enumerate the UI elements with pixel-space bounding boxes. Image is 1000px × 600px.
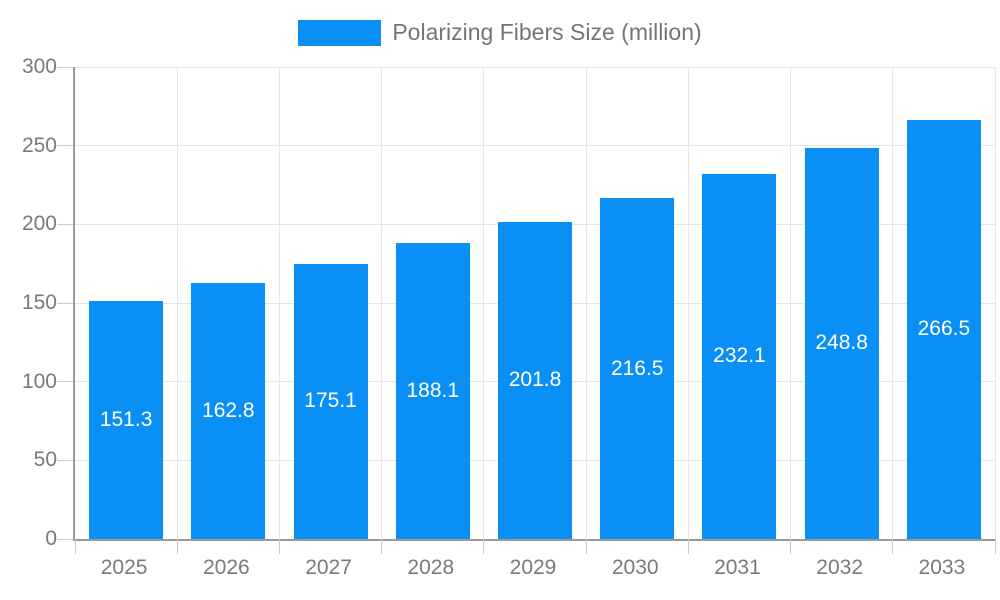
legend-label: Polarizing Fibers Size (million)	[392, 19, 702, 45]
gridline-horizontal	[75, 145, 995, 147]
y-axis-tick-label: 0	[45, 527, 57, 550]
gridline-horizontal	[75, 66, 995, 68]
x-axis-tick-label: 2025	[100, 556, 148, 579]
x-axis-tick	[74, 539, 76, 554]
bar: 201.8	[498, 221, 572, 539]
y-axis-tick	[57, 145, 73, 147]
gridline-vertical	[994, 67, 996, 539]
y-axis-tick-label: 300	[21, 55, 57, 78]
bar-value-label: 216.5	[610, 356, 664, 380]
gridline-vertical	[892, 67, 894, 539]
y-axis-tick	[57, 302, 73, 304]
y-axis-tick	[57, 381, 73, 383]
x-axis-tick	[585, 539, 587, 554]
y-axis-tick-label: 100	[21, 369, 57, 393]
gridline-vertical	[176, 67, 178, 539]
x-axis-tick-label: 2026	[202, 556, 250, 579]
bar: 266.5	[906, 119, 981, 539]
gridline-vertical	[483, 67, 485, 539]
x-axis-tick	[687, 539, 689, 554]
bar: 216.5	[600, 198, 675, 539]
bar-value-label: 248.8	[815, 331, 868, 355]
x-axis-tick-label: 2031	[714, 556, 761, 579]
legend-swatch-icon	[298, 19, 382, 46]
gridline-vertical	[790, 67, 792, 539]
bar: 162.8	[191, 282, 266, 539]
x-axis-tick-label: 2029	[509, 556, 557, 579]
y-axis-tick-label: 200	[21, 212, 57, 236]
x-axis-tick	[994, 539, 996, 554]
y-axis-tick	[57, 538, 73, 540]
x-axis-tick	[381, 539, 383, 554]
gridline-vertical	[585, 67, 587, 539]
bar-value-label: 162.8	[202, 398, 255, 422]
x-axis-tick	[483, 539, 485, 554]
y-axis-tick-label: 150	[21, 291, 57, 314]
bar: 248.8	[804, 147, 879, 539]
x-axis-tick-label: 2028	[407, 556, 455, 579]
y-axis-tick-label: 50	[33, 448, 57, 472]
gridline-vertical	[278, 67, 280, 539]
bar-value-label: 201.8	[508, 368, 562, 392]
y-axis-tick	[57, 66, 73, 68]
y-axis-tick-label: 250	[21, 133, 57, 157]
gridline-vertical	[687, 67, 689, 539]
plot-area: 151.3 162.8 175.1 188.1 201.8 216.5 232.1 248.8…	[57, 66, 996, 554]
x-axis-tick-label: 2030	[611, 556, 659, 579]
x-axis-tick	[892, 539, 894, 554]
legend: Polarizing Fibers Size (million)	[0, 19, 1000, 46]
bar-value-label: 232.1	[713, 344, 766, 368]
x-axis-tick-label: 2027	[305, 556, 352, 579]
x-axis-tick	[790, 539, 792, 554]
bar-value-label: 188.1	[406, 379, 460, 403]
bar-value-label: 151.3	[99, 407, 153, 431]
bar-value-label: 266.5	[917, 317, 971, 341]
bar: 188.1	[395, 243, 470, 539]
bar: 151.3	[89, 300, 164, 539]
x-axis-tick-label: 2032	[816, 556, 864, 579]
bar-value-label: 175.1	[304, 389, 357, 413]
x-axis-tick-label: 2033	[918, 556, 966, 579]
bar: 175.1	[293, 263, 368, 539]
y-axis-tick	[57, 223, 73, 225]
y-axis-tick	[57, 459, 73, 461]
bar: 232.1	[702, 173, 777, 539]
gridline-vertical	[381, 67, 383, 539]
x-axis-tick	[176, 539, 178, 554]
x-axis-tick	[278, 539, 280, 554]
